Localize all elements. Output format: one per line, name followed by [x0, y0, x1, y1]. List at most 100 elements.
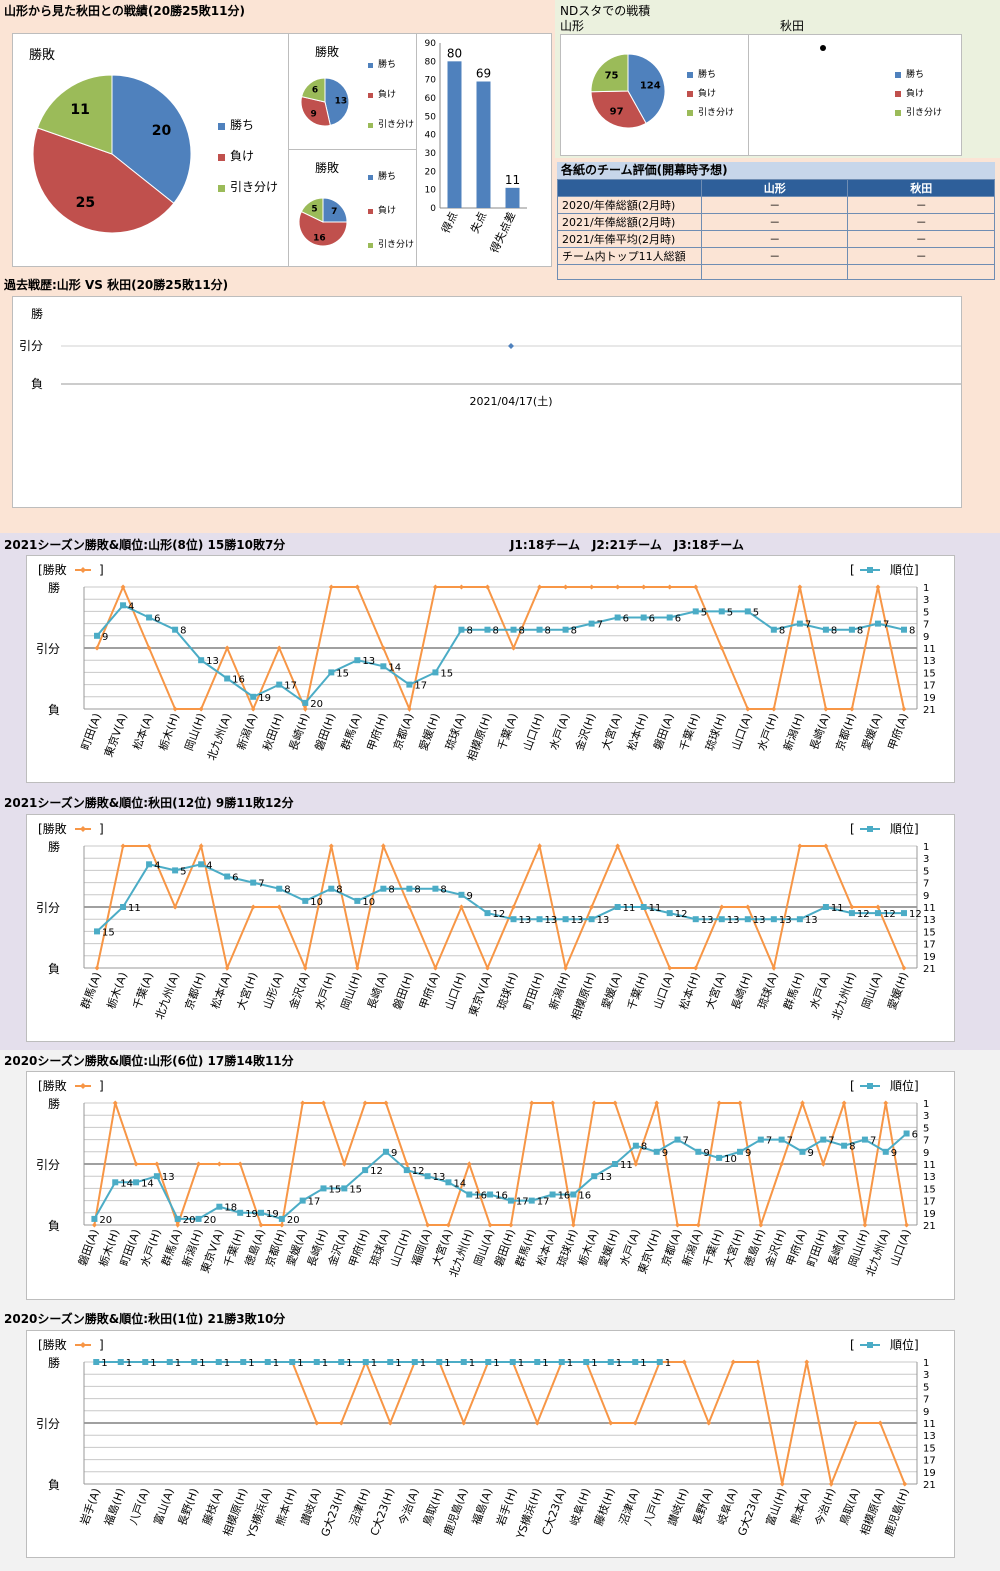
rank-axis-label: 7: [923, 620, 929, 631]
category-label: 甲府(A): [416, 970, 442, 1011]
category-label: 千葉(H): [624, 970, 650, 1011]
rank-data-label: 12: [492, 909, 505, 920]
rank-axis-label: 19: [923, 1209, 936, 1220]
category-label: 町田(A): [79, 712, 104, 752]
rank-point: [640, 614, 647, 621]
category-label: 京都(A): [390, 711, 416, 752]
category-label: 沼津(A): [616, 1486, 642, 1527]
rank-point: [612, 1161, 619, 1167]
legend-swatch: [368, 63, 373, 68]
chart1-panel: [勝敗][順位] 1 3 5 7 9 11 13 15 17 19 21 勝引分負 9 4 6 8 13 16 19 1…: [26, 555, 955, 783]
category-label: 琉球(A): [754, 970, 780, 1011]
result-point: [820, 1161, 826, 1167]
legend-result-marker: [80, 567, 86, 573]
rank-point: [93, 1359, 100, 1365]
result-point: [338, 1420, 344, 1426]
result-point: [466, 1161, 472, 1167]
result-point: [94, 645, 100, 651]
bar-y-tick: 30: [425, 149, 437, 159]
result-axis-label: 負: [48, 962, 60, 976]
rank-data-label: 17: [308, 1197, 321, 1208]
pie-slice: [301, 77, 326, 103]
category-label: 山口(A): [729, 712, 754, 752]
rank-point: [112, 1179, 119, 1186]
goals-bar-chart: 0 10 20 30 40 50 60 70 80 90 80 得点 69 失点 11 得失点差: [425, 39, 527, 255]
result-point: [901, 965, 907, 971]
history-panel: 勝引分負 2021/04/17(土): [12, 296, 962, 508]
bar: [505, 187, 520, 208]
category-label: 岐阜(A): [715, 1487, 740, 1527]
category-label: 八戸(H): [641, 1487, 667, 1528]
eval-title: 各紙のチーム評価(開幕時予想): [557, 162, 995, 179]
pie-slice: [590, 53, 629, 93]
category-label: 松本(H): [624, 711, 650, 752]
result-point: [615, 843, 621, 849]
eval-cell: －: [700, 247, 849, 265]
result-point: [341, 1161, 347, 1167]
legend-label: 勝ち: [378, 170, 396, 182]
chart2-svg: [勝敗][順位]13579111315171921勝引分負15114546781…: [36, 821, 936, 1022]
result-point: [133, 1161, 139, 1167]
result-point: [737, 1100, 743, 1106]
eval-cell: －: [847, 230, 995, 248]
result-point: [875, 584, 881, 590]
result-point: [461, 1420, 467, 1426]
rank-point: [484, 626, 491, 633]
rank-point: [487, 1191, 494, 1198]
rank-data-label: 9: [662, 1148, 668, 1159]
category-label: 長崎(H): [728, 970, 754, 1011]
rank-data-label: 8: [284, 885, 290, 896]
rank-point: [583, 1359, 590, 1365]
result-point: [216, 1161, 222, 1167]
rank-axis-label: 17: [923, 1197, 936, 1208]
chart1-extra: J1:18チーム J2:21チーム J3:18チーム: [510, 538, 744, 552]
rank-axis-label: 15: [923, 1184, 936, 1195]
legend-label: 勝ち: [698, 68, 716, 80]
rank-point: [133, 1179, 140, 1186]
eval-cell: －: [700, 213, 849, 231]
result-point: [550, 1100, 556, 1106]
rank-point: [796, 916, 803, 923]
category-label: 愛媛(A): [598, 970, 624, 1011]
rank-point: [770, 626, 777, 633]
rank-point: [380, 885, 387, 892]
category-label: 長崎(H): [286, 711, 312, 752]
rank-data-label: 8: [571, 626, 577, 637]
category-label: 愛媛(A): [859, 711, 885, 752]
result-point: [120, 843, 126, 849]
rank-data-label: 1: [567, 1358, 573, 1369]
rank-point: [166, 1359, 173, 1365]
result-axis-label: 引分: [36, 1158, 60, 1172]
rank-data-label: 8: [641, 1142, 647, 1153]
chart2-panel: [勝敗][順位] 1 3 5 7 9 11 13 15 17 19 21 勝引分負 15 11 4 5 4 6 7 8 1…: [26, 814, 955, 1042]
result-point: [487, 1222, 493, 1228]
rank-point: [406, 681, 413, 688]
rank-point: [458, 891, 465, 898]
rank-axis-label: 21: [923, 1480, 936, 1491]
category-label: 相模原(H): [569, 971, 598, 1022]
rank-point: [338, 1359, 345, 1365]
result-point: [877, 1420, 883, 1426]
rank-point: [570, 1191, 577, 1198]
rank-data-label: 8: [492, 626, 498, 637]
rank-data-label: 7: [787, 1136, 793, 1147]
rank-data-label: 15: [440, 668, 453, 679]
category-label: 今治(H): [812, 1486, 838, 1527]
rank-data-label: 6: [675, 614, 681, 625]
rank-data-label: 20: [287, 1215, 300, 1226]
result-point: [445, 1222, 451, 1228]
rank-data-label: 7: [805, 620, 811, 631]
rank-point: [656, 1359, 663, 1365]
rank-point: [458, 626, 465, 633]
eval-cell: チーム内トップ11人総額: [557, 247, 702, 265]
rank-data-label: 13: [701, 915, 714, 926]
result-point: [823, 843, 829, 849]
rank-data-label: 11: [649, 903, 662, 914]
rank-data-label: 15: [336, 668, 349, 679]
rank-point: [302, 897, 309, 904]
rank-point: [744, 608, 751, 615]
rank-point: [146, 861, 153, 868]
rank-point: [313, 1359, 320, 1365]
result-point: [612, 1100, 618, 1106]
